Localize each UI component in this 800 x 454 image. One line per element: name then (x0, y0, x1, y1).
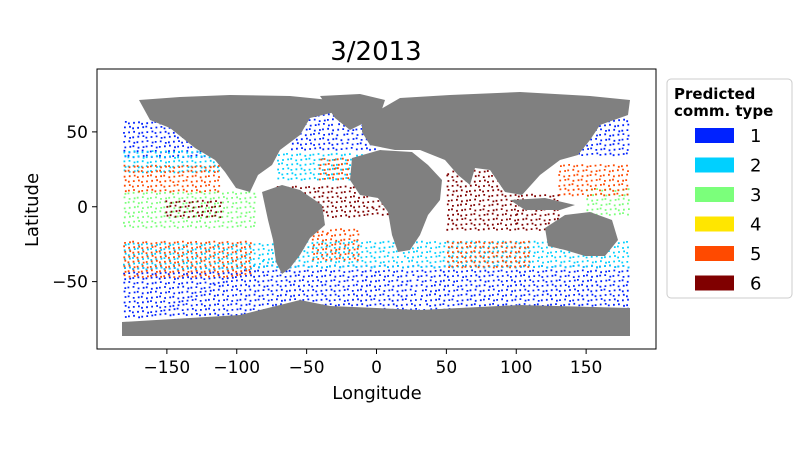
ocean-region-series-5-14 (318, 157, 350, 181)
legend-title-line-1: Predicted (674, 85, 755, 103)
ocean-region-series-1-3 (572, 118, 630, 157)
land-australia (545, 212, 618, 256)
land-indonesia (510, 198, 575, 210)
y-tick-label: 0 (77, 198, 88, 218)
chart-title: 3/2013 (330, 37, 421, 67)
legend-swatch-1 (695, 128, 734, 143)
ocean-region-series-5-12 (446, 240, 531, 269)
x-tick-label: 150 (570, 358, 602, 378)
x-tick-label: −50 (289, 358, 325, 378)
ocean-region-series-1-0 (123, 264, 630, 319)
y-tick-label: 50 (66, 123, 88, 143)
legend-swatch-4 (695, 216, 734, 232)
ocean-region-series-3-8 (586, 188, 630, 216)
legend-label-1: 1 (750, 126, 761, 147)
legend-swatch-2 (695, 157, 734, 173)
legend: Predicted comm. type 1 2 3 4 5 6 (666, 78, 793, 299)
legend-swatch-6 (695, 275, 734, 291)
land-antarctica (122, 300, 630, 336)
ocean-region-series-5-11 (311, 228, 360, 261)
land-south-america (262, 185, 325, 274)
land-eurasia (362, 92, 630, 195)
x-tick-label: 0 (371, 358, 382, 378)
ocean-region-series-1-1 (123, 120, 208, 159)
ocean-region-series-2-4 (123, 240, 630, 271)
legend-label-3: 3 (750, 185, 761, 206)
legend-label-4: 4 (750, 215, 761, 236)
legend-title-line-2: comm. type (674, 102, 773, 120)
legend-swatch-3 (695, 187, 734, 202)
x-tick-label: −150 (144, 358, 191, 378)
legend-items: 1 2 3 4 5 6 (695, 126, 761, 295)
legend-label-2: 2 (750, 156, 761, 177)
y-tick-label: −50 (52, 273, 88, 293)
ocean-region-series-2-6 (277, 152, 363, 181)
ocean-region-series-3-7 (123, 191, 257, 229)
ocean-region-series-5-10 (123, 164, 221, 193)
ocean-region-series-6-18 (165, 199, 223, 218)
land-greenland (320, 94, 385, 130)
plot-area (122, 92, 630, 336)
legend-label-5: 5 (750, 244, 761, 265)
legend-label-6: 6 (750, 274, 761, 295)
x-tick-label: 100 (500, 358, 532, 378)
land-africa (350, 150, 442, 252)
legend-swatch-5 (695, 246, 734, 261)
x-tick-label: −100 (213, 358, 260, 378)
land-layer (122, 92, 630, 336)
x-tick-label: 50 (436, 358, 458, 378)
x-axis-label: Longitude (332, 383, 422, 404)
x-axis-ticks: −150 −100 −50 0 50 100 150 (144, 349, 602, 378)
land-north-america (139, 95, 335, 192)
y-axis-label: Latitude (22, 173, 43, 247)
y-axis-ticks: −50 0 50 (52, 123, 97, 293)
ocean-region-series-5-13 (558, 164, 629, 197)
